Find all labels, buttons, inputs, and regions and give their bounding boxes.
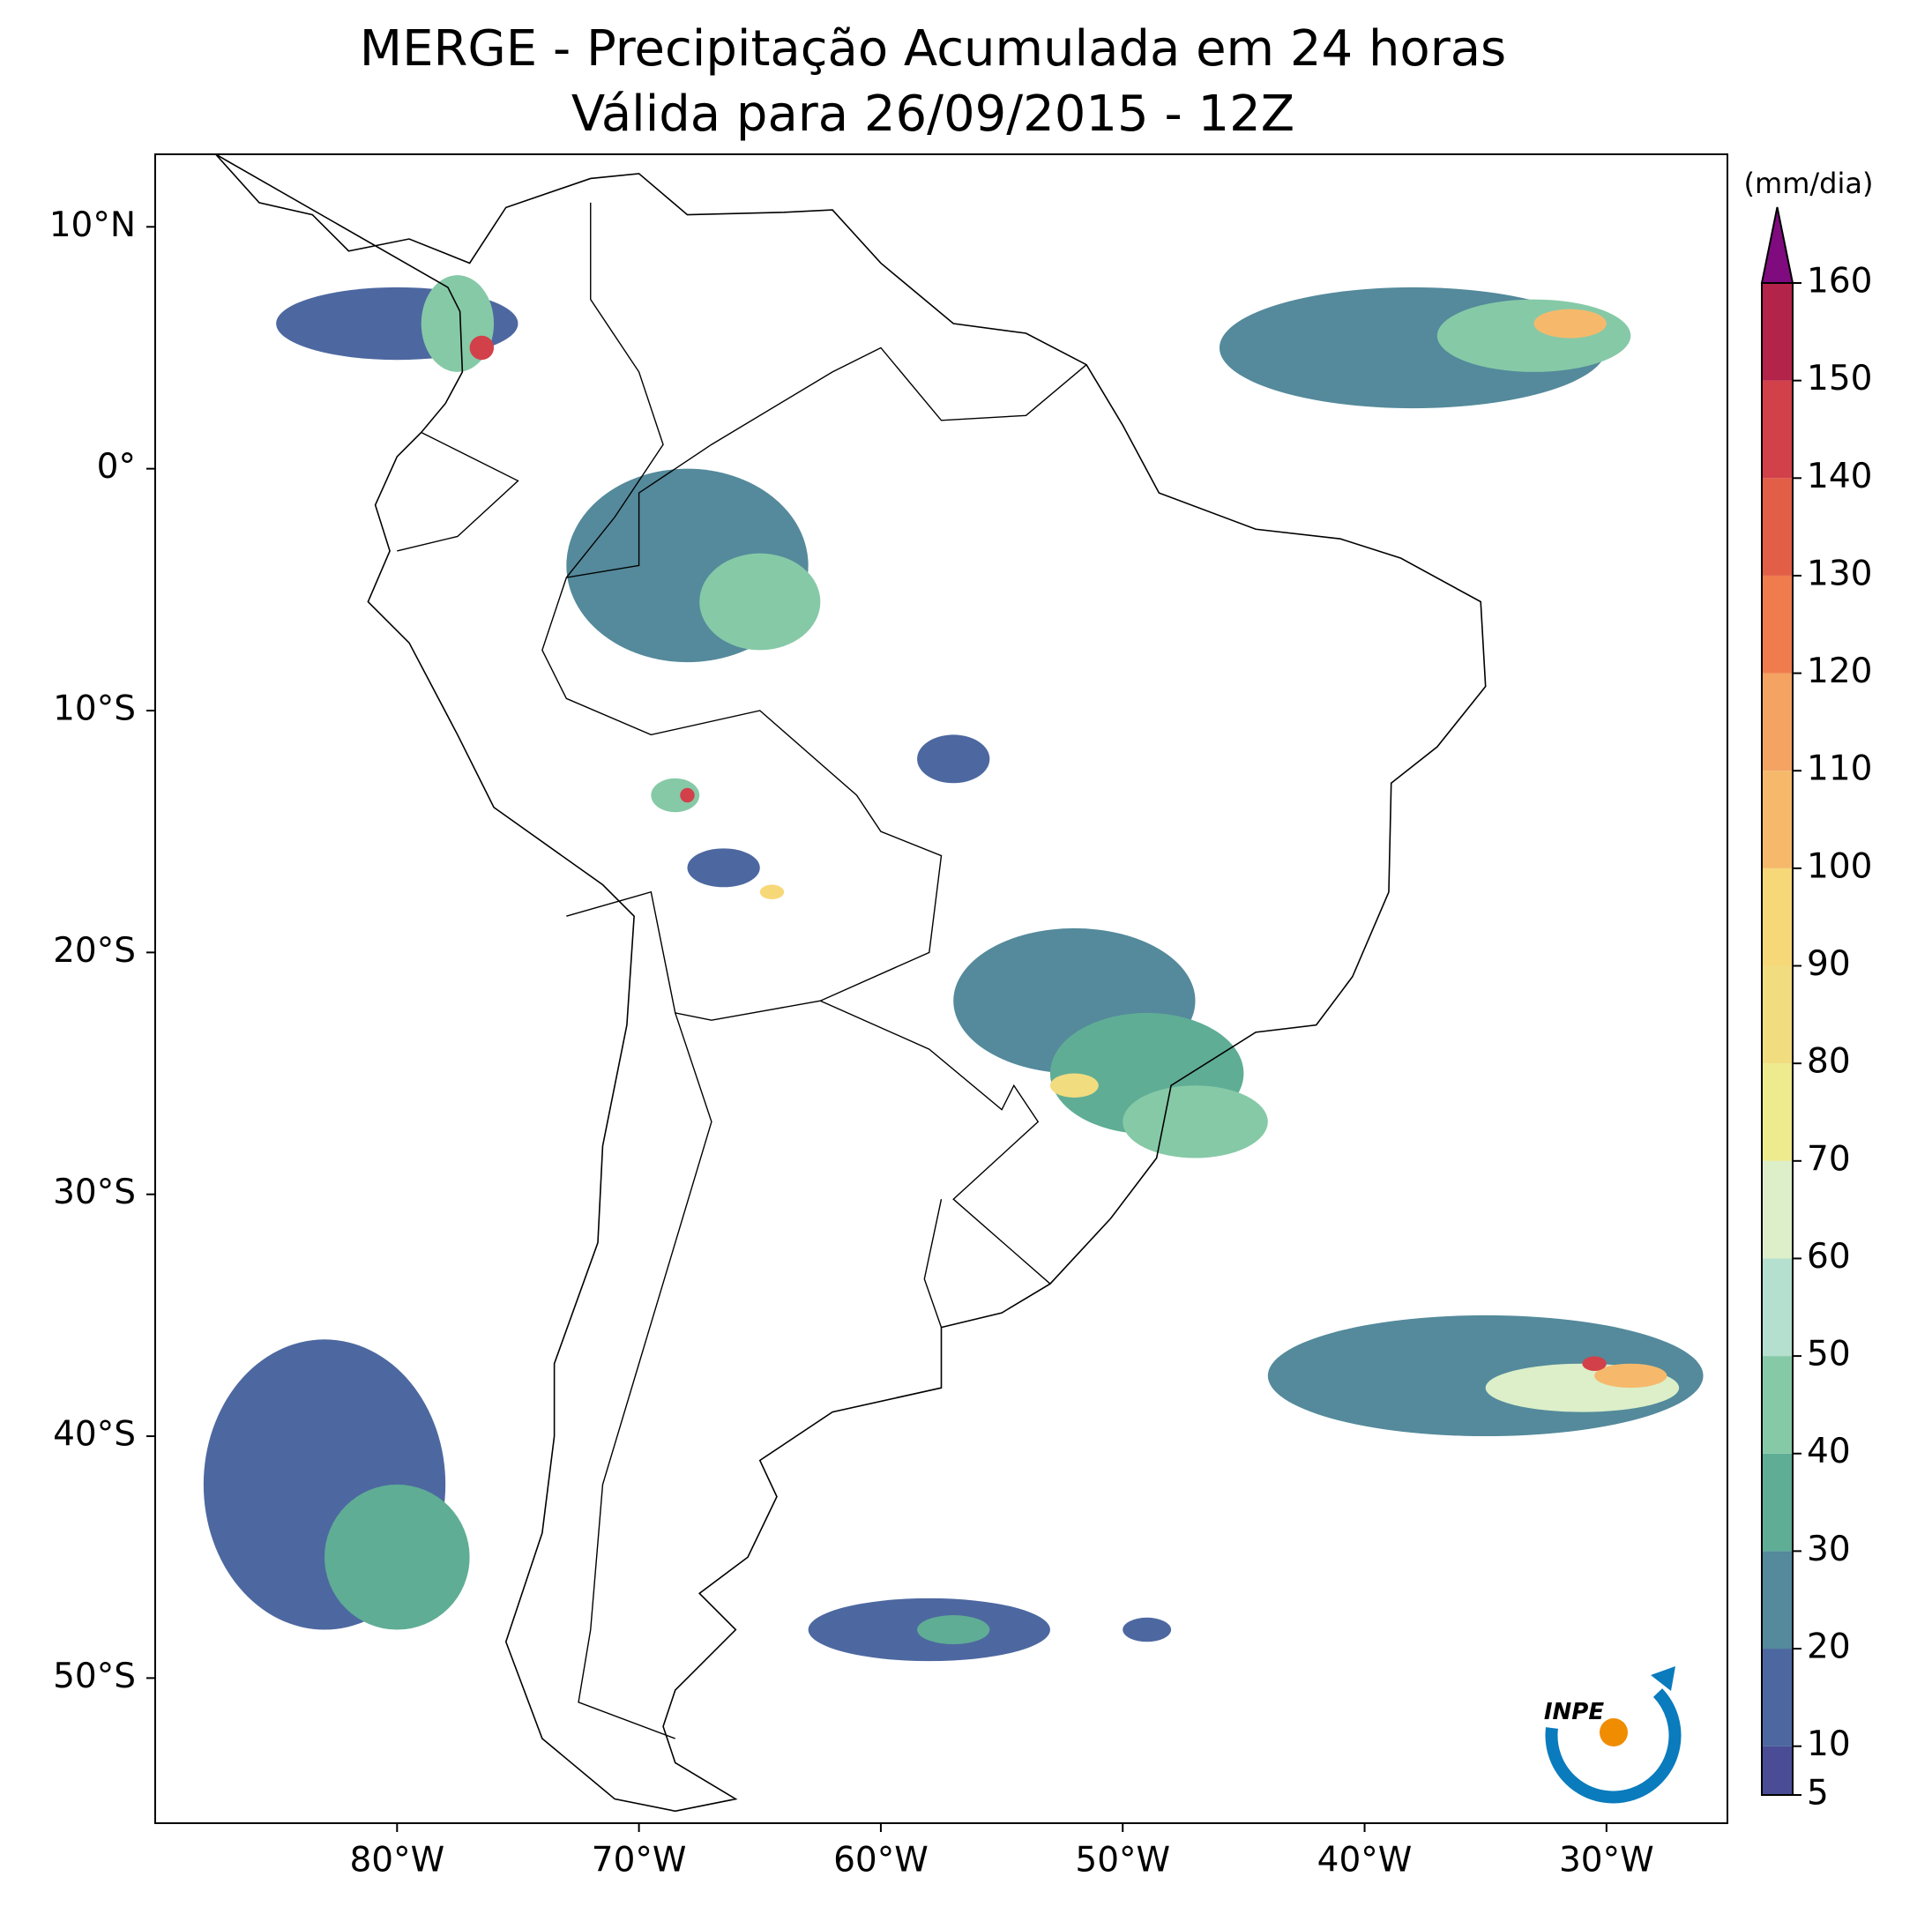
colorbar-tick-label: 80	[1807, 1042, 1851, 1082]
precip-area	[759, 884, 785, 899]
colorbar-segment	[1762, 1551, 1793, 1650]
precip-area	[680, 787, 695, 803]
x-tick-label: 30°W	[1559, 1841, 1654, 1880]
precip-area	[1436, 299, 1631, 372]
country-border	[565, 202, 664, 578]
precip-area	[687, 848, 760, 888]
colorbar-tick-label: 100	[1807, 846, 1872, 886]
colorbar-segment	[1762, 673, 1793, 771]
x-tick-label: 40°W	[1317, 1841, 1413, 1880]
colorbar-segment	[1762, 771, 1793, 868]
x-tick-label: 80°W	[349, 1841, 444, 1880]
precip-layer	[203, 275, 1704, 1662]
colorbar-frame	[1761, 282, 1794, 1796]
colorbar-segment	[1762, 1649, 1793, 1746]
colorbar-segment	[1762, 380, 1793, 479]
y-tick-label: 0°	[97, 447, 136, 487]
precip-area	[1123, 1617, 1172, 1642]
colorbar-tick-label: 5	[1807, 1774, 1829, 1813]
colorbar-segment	[1762, 1453, 1793, 1552]
precip-area	[917, 1615, 990, 1644]
colorbar-tick-label: 140	[1807, 457, 1872, 496]
colorbar-tick-label: 10	[1807, 1724, 1851, 1764]
x-tick-label: 70°W	[592, 1841, 687, 1880]
colorbar-extend	[1760, 206, 1794, 284]
colorbar-tick-label: 30	[1807, 1530, 1851, 1569]
precip-area	[469, 335, 495, 361]
colorbar-tick-label: 70	[1807, 1139, 1851, 1179]
colorbar-tick-label: 150	[1807, 359, 1872, 398]
precip-area	[324, 1484, 470, 1630]
colorbar-segment	[1762, 283, 1793, 381]
colorbar-tick-label: 20	[1807, 1627, 1851, 1667]
y-tick-label: 40°S	[53, 1415, 136, 1455]
colorbar-segment	[1762, 965, 1793, 1064]
colorbar-tick-label: 160	[1807, 262, 1872, 302]
precip-area	[917, 734, 990, 784]
subtitle: Válida para 26/09/2015 - 12Z	[571, 86, 1294, 143]
colorbar-segment	[1762, 1746, 1793, 1795]
colorbar-segment	[1762, 1160, 1793, 1259]
x-tick-label: 60°W	[833, 1841, 929, 1880]
colorbar-tick-label: 90	[1807, 944, 1851, 984]
country-border	[578, 1012, 712, 1739]
y-tick-label: 20°S	[53, 931, 136, 971]
y-tick-label: 10°S	[53, 689, 136, 729]
colorbar-segment	[1762, 575, 1793, 674]
continent-outline	[214, 154, 1487, 1813]
colorbar-tick-label: 130	[1807, 554, 1872, 593]
colorbar-segment	[1762, 1063, 1793, 1161]
precip-area	[651, 778, 700, 813]
precip-area	[1123, 1085, 1268, 1158]
colorbar-tick-label: 110	[1807, 749, 1872, 789]
logo-text: INPE	[1544, 1699, 1604, 1725]
inpe-logo: INPE	[1544, 1666, 1682, 1804]
precip-area	[1533, 309, 1607, 339]
country-border	[923, 1199, 943, 1328]
precip-area	[1049, 1073, 1099, 1098]
y-tick-label: 50°S	[53, 1657, 136, 1696]
y-tick-label: 10°N	[49, 205, 136, 245]
colorbar-segment	[1762, 478, 1793, 576]
country-border	[820, 1000, 1051, 1285]
x-tick-label: 50°W	[1075, 1841, 1170, 1880]
colorbar-label: (mm/dia)	[1744, 167, 1874, 200]
country-border	[397, 431, 519, 552]
colorbar-tick-label: 60	[1807, 1237, 1851, 1277]
colorbar-segment	[1762, 1356, 1793, 1454]
colorbar-segment	[1762, 1258, 1793, 1357]
precip-area	[1594, 1363, 1667, 1389]
colorbar-segment	[1762, 868, 1793, 966]
coastline-layer	[214, 154, 1487, 1813]
y-tick-label: 30°S	[53, 1173, 136, 1212]
colorbar-tick-label: 40	[1807, 1432, 1851, 1471]
country-border	[541, 346, 1087, 1021]
precip-area	[699, 553, 821, 651]
map-frame	[154, 153, 1728, 1824]
colorbar-tick-label: 50	[1807, 1335, 1851, 1374]
title: MERGE - Precipitação Acumulada em 24 hor…	[360, 20, 1506, 78]
precip-area	[1582, 1356, 1607, 1371]
colorbar-tick-label: 120	[1807, 652, 1872, 691]
